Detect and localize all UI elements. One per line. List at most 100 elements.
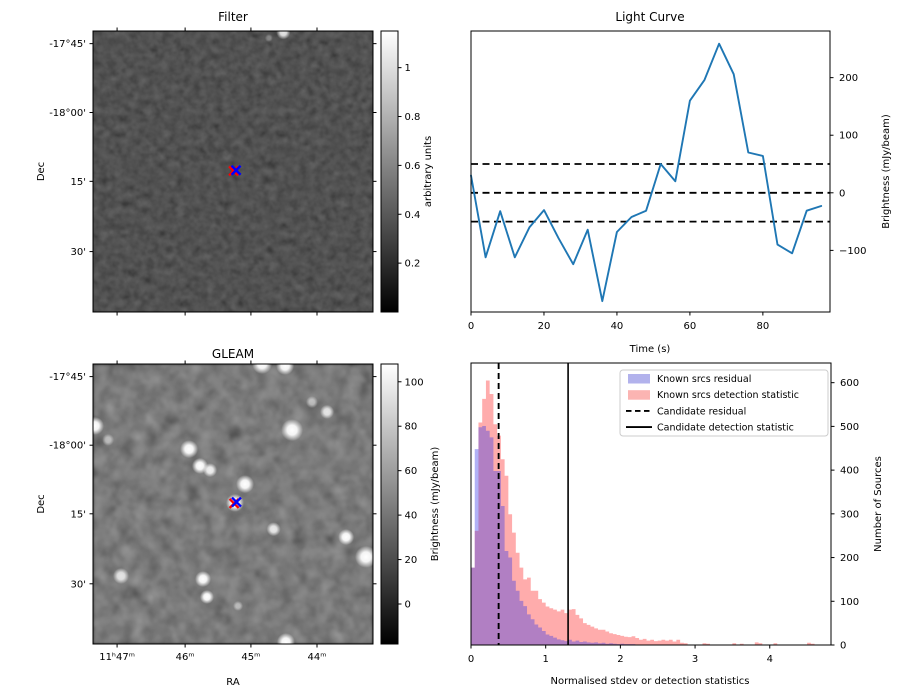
y-tick-label: 15'	[71, 177, 86, 188]
radio-source	[281, 419, 304, 442]
y-tick-label: 30'	[71, 579, 86, 590]
x-tick-label: 20	[538, 321, 551, 332]
colorbar-tick-label: 0.2	[405, 259, 421, 270]
radio-source	[276, 364, 295, 375]
x-tick-label: 44ᵐ	[308, 652, 327, 663]
legend-patch	[628, 390, 650, 400]
legend-label: Known srcs detection statistic	[657, 390, 799, 401]
radio-source	[113, 567, 129, 584]
y-tick-label: 0	[839, 188, 845, 199]
radio-source	[252, 364, 273, 374]
x-tick-label: 80	[757, 321, 770, 332]
y-tick-label: 200	[840, 553, 859, 564]
x-tick-label: 1	[543, 654, 549, 665]
radio-sources	[93, 364, 373, 644]
radio-source	[355, 545, 373, 568]
y-tick-label: 500	[840, 422, 859, 433]
y-tick-label: -18°00'	[49, 441, 86, 452]
lightcurve-title: Light Curve	[615, 10, 684, 24]
radio-source	[338, 529, 355, 546]
gleam-ylabel: Dec	[36, 494, 47, 513]
filter-title: Filter	[218, 10, 248, 24]
radio-source	[320, 404, 335, 419]
radio-sources	[264, 31, 291, 43]
y-tick-label: 600	[840, 378, 859, 389]
colorbar-tick-label: 60	[405, 466, 418, 477]
radio-source	[276, 31, 291, 40]
radio-source	[276, 633, 295, 644]
axis-ticks	[89, 27, 402, 316]
colorbar	[380, 363, 399, 645]
radio-source	[195, 571, 212, 588]
axes-frame	[92, 363, 374, 645]
y-tick-label: -18°00'	[49, 108, 86, 119]
x-tick-label: 45ᵐ	[241, 652, 260, 663]
colorbar-tick-label: 1	[405, 63, 411, 74]
hist-series-known-srcs-detection-statistic	[471, 380, 830, 645]
colorbar-tick-label: 0	[405, 600, 411, 611]
axis-ticks	[470, 77, 834, 316]
candidate-red-x	[228, 165, 239, 177]
filter-panel: -17°45' -18°00' 15' 30' 0.2 0.4 0.6 0.8 1	[49, 27, 421, 316]
y-tick-label: 100	[840, 597, 859, 608]
radio-source	[199, 589, 214, 604]
x-tick-label: 11ʰ47ᵐ	[99, 652, 135, 663]
histogram-ylabel: Number of Sources	[873, 456, 884, 552]
x-tick-label: 0	[468, 654, 474, 665]
axis-ticks	[470, 382, 835, 649]
gleam-colorbar-label: Brightness (mJy/beam)	[430, 447, 441, 562]
colorbar-tick-label: 0.6	[405, 161, 421, 172]
lightcurve-ylabel: Brightness (mJy/beam)	[881, 114, 892, 229]
candidate-blue-x	[230, 164, 242, 176]
candidate-blue-x	[231, 496, 242, 508]
y-tick-label: 400	[840, 466, 859, 477]
axes-frame	[470, 30, 831, 313]
radio-source	[266, 522, 281, 537]
y-tick-label: 100	[839, 131, 858, 142]
filter-ylabel: Dec	[36, 162, 47, 181]
radio-source	[233, 600, 244, 611]
y-tick-label: −100	[839, 246, 866, 257]
x-tick-label: 3	[692, 654, 698, 665]
axes-frame	[470, 362, 832, 646]
legend-label: Candidate residual	[657, 406, 746, 417]
colorbar	[380, 30, 399, 313]
colorbar-tick-label: 40	[405, 511, 418, 522]
radio-source	[180, 440, 199, 459]
histogram-xlabel: Normalised stdev or detection statistics	[551, 676, 750, 687]
colorbar-tick-label: 0.4	[405, 210, 421, 221]
y-tick-label: -17°45'	[49, 372, 86, 383]
lightcurve-line	[470, 42, 823, 303]
radio-source	[236, 475, 255, 494]
x-tick-label: 60	[684, 321, 697, 332]
lightcurve-panel: 0 20 40 60 80 −100 0 100 200	[468, 30, 866, 332]
y-tick-label: -17°45'	[49, 39, 86, 50]
axis-ticks	[89, 360, 402, 648]
gleam-title: GLEAM	[212, 347, 254, 361]
y-tick-label: 200	[839, 73, 858, 84]
x-tick-label: 46ᵐ	[176, 652, 195, 663]
colorbar-tick-label: 20	[405, 555, 418, 566]
radio-source	[203, 463, 218, 478]
legend-box	[619, 369, 829, 437]
axes-frame	[92, 30, 374, 313]
colorbar-tick-label: 80	[405, 422, 418, 433]
radio-source	[102, 433, 115, 446]
x-tick-label: 40	[611, 321, 624, 332]
x-tick-label: 4	[767, 654, 773, 665]
lightcurve-xlabel: Time (s)	[629, 344, 671, 355]
gleam-panel: 11ʰ47ᵐ 46ᵐ 45ᵐ 44ᵐ -17°45' -18°00' 15' 30' 0 20 40…	[49, 360, 424, 663]
y-tick-label: 30'	[71, 247, 86, 258]
histogram-panel: 0 1 2 3 4 0 100 200 300 400 500 600 Known srcs resid…	[468, 362, 859, 665]
legend: Known srcs residual Known srcs detection …	[619, 369, 829, 437]
colorbar-tick-label: 100	[405, 377, 424, 388]
legend-label: Candidate detection statistic	[657, 423, 794, 434]
colorbar-tick-label: 0.8	[405, 112, 421, 123]
legend-label: Known srcs residual	[657, 374, 751, 385]
filter-colorbar-label: arbitrary units	[423, 136, 434, 207]
y-tick-label: 0	[840, 641, 846, 652]
gleam-xlabel: RA	[226, 677, 240, 688]
y-tick-label: 15'	[71, 509, 86, 520]
